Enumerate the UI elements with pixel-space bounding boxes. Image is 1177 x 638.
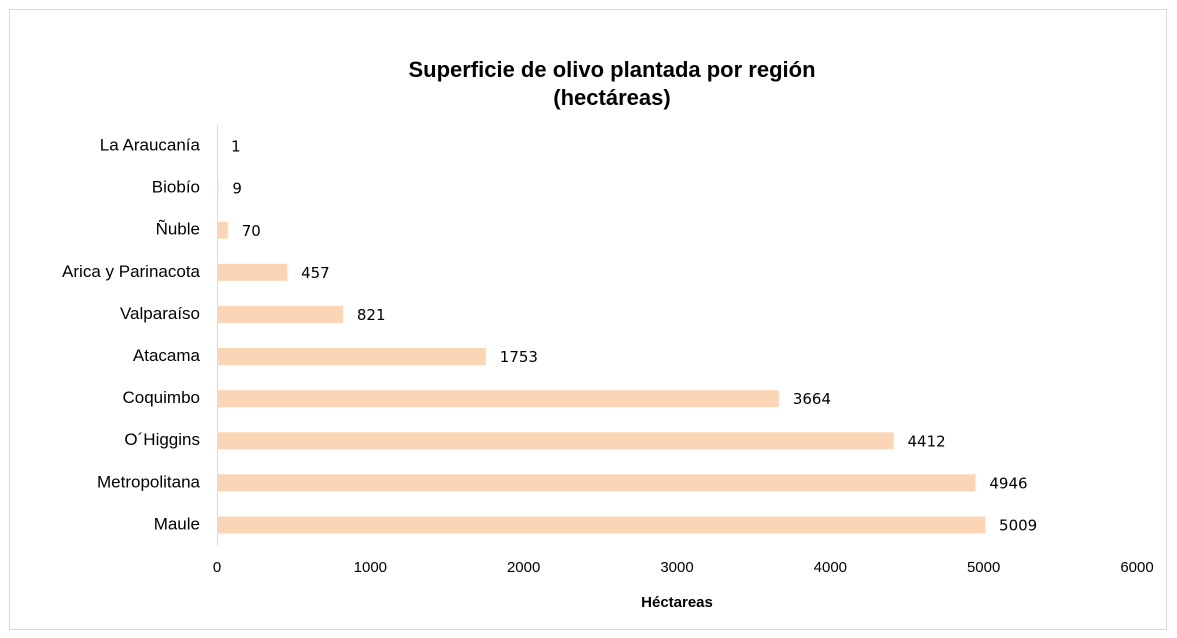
bar — [217, 263, 288, 281]
y-tick-label: Arica y Parinacota — [62, 262, 200, 281]
data-label: 5009 — [999, 516, 1037, 534]
bar — [217, 221, 228, 239]
data-label: 821 — [357, 306, 386, 324]
y-tick-label: O´Higgins — [124, 430, 200, 449]
bar — [217, 474, 976, 492]
y-tick-label: Metropolitana — [97, 472, 201, 491]
data-label: 4946 — [989, 474, 1027, 492]
y-tick-label: Coquimbo — [123, 388, 201, 407]
x-tick-label: 3000 — [660, 559, 693, 576]
bar — [217, 348, 486, 366]
x-tick-label: 0 — [213, 559, 221, 576]
y-tick-label: Ñuble — [156, 220, 200, 239]
y-tick-label: Atacama — [133, 346, 201, 365]
x-tick-label: 6000 — [1120, 559, 1153, 576]
y-tick-label: Valparaíso — [120, 304, 200, 323]
chart-title: Superficie de olivo plantada por región — [408, 57, 815, 82]
bar — [217, 305, 343, 323]
y-tick-label: La Araucanía — [100, 136, 201, 155]
bar — [217, 390, 779, 408]
x-tick-label: 5000 — [967, 559, 1000, 576]
data-label: 9 — [232, 180, 242, 198]
data-label: 457 — [301, 264, 330, 282]
data-label: 1753 — [500, 348, 538, 366]
y-tick-label: Biobío — [152, 178, 200, 197]
bar — [217, 432, 894, 450]
bar — [217, 516, 986, 534]
data-label: 4412 — [908, 432, 946, 450]
data-label: 3664 — [793, 390, 831, 408]
chart-subtitle: (hectáreas) — [553, 85, 670, 110]
data-label: 1 — [231, 138, 241, 156]
x-tick-label: 2000 — [507, 559, 540, 576]
x-tick-label: 4000 — [814, 559, 847, 576]
data-label: 70 — [242, 222, 261, 240]
x-tick-label: 1000 — [354, 559, 387, 576]
bar — [217, 179, 219, 197]
y-tick-label: Maule — [154, 514, 200, 533]
x-axis-label: Héctareas — [641, 594, 713, 611]
